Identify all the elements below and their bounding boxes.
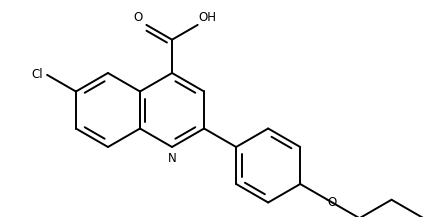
Text: O: O xyxy=(327,196,336,209)
Text: O: O xyxy=(133,11,142,24)
Text: N: N xyxy=(168,152,176,165)
Text: Cl: Cl xyxy=(31,68,43,81)
Text: OH: OH xyxy=(199,11,217,24)
